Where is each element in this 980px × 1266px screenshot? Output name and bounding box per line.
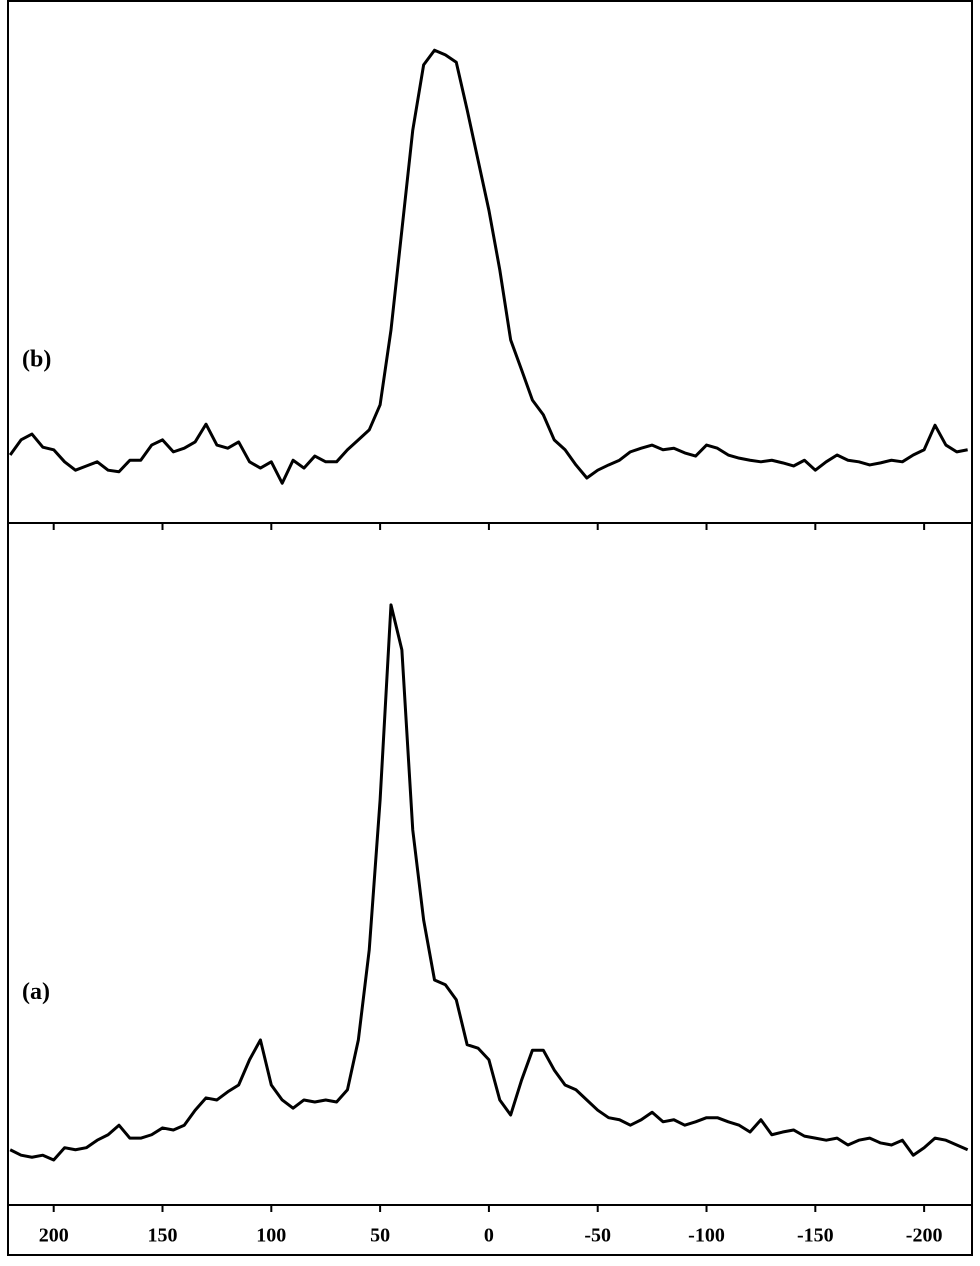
x-tick-label: 0 [484, 1225, 494, 1247]
x-tick-label: 200 [39, 1225, 69, 1247]
x-tick-label: -150 [797, 1225, 834, 1247]
spectrum-line [9, 603, 969, 1162]
x-tick-label: -100 [688, 1225, 725, 1247]
frame [7, 0, 973, 1256]
panel-label: (a) [22, 979, 50, 1005]
x-tick-label: 50 [370, 1225, 390, 1247]
x-tick-label: -200 [906, 1225, 943, 1247]
spectrum-line [8, 48, 968, 485]
x-tick-label: 150 [148, 1225, 178, 1247]
panel-label: (b) [22, 346, 51, 372]
x-tick-label: 100 [256, 1225, 286, 1247]
x-tick-label: -50 [584, 1225, 611, 1247]
